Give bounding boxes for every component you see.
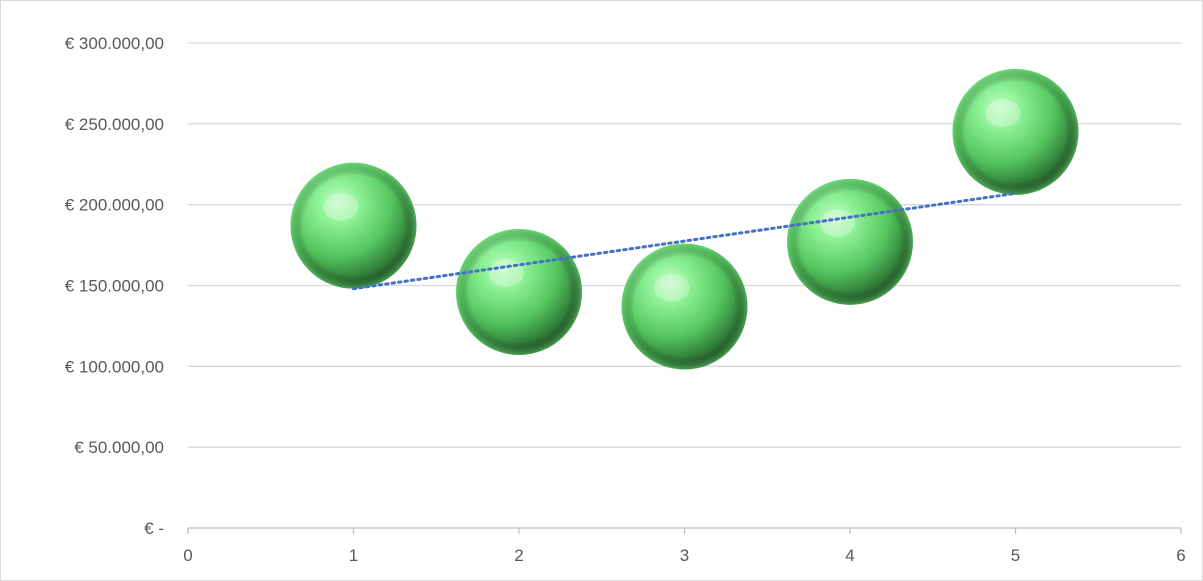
x-tick-label: 6 [1176,546,1185,565]
y-axis-labels: € - € 50.000,00 € 100.000,00 € 150.000,00 € … [65,34,164,538]
bubble-point [787,178,913,305]
bubble-rim [952,68,1079,195]
bubble-highlight [323,192,359,221]
x-tick-label: 4 [845,546,854,565]
bubble-rim [456,228,582,355]
y-tick-label: € 200.000,00 [65,196,164,215]
y-tick-label: € 300.000,00 [65,34,164,53]
bubble-rim [621,243,748,370]
bubble-point [621,243,748,370]
x-tick-label: 0 [183,546,192,565]
trendline-layer [352,191,1017,291]
x-axis [187,527,1182,534]
x-tick-label: 3 [680,546,689,565]
y-tick-label: € - [144,519,164,538]
x-tick-label: 1 [349,546,358,565]
bubble-point [290,162,417,289]
bubble-highlight [819,209,856,237]
bubble-rim [787,178,913,305]
x-tick-label: 5 [1011,546,1020,565]
y-tick-label: € 250.000,00 [65,115,164,134]
y-tick-label: € 150.000,00 [65,277,164,296]
bubbles [290,68,1079,370]
y-tick-label: € 100.000,00 [65,357,164,376]
bubble-highlight [985,99,1021,127]
bubble-point [952,68,1079,195]
trendline [352,191,1017,291]
x-tick-label: 2 [514,546,523,565]
bubble-highlight [654,273,690,302]
y-tick-label: € 50.000,00 [74,438,164,457]
bubble-point [456,228,582,355]
bubble-highlight [488,259,525,287]
x-axis-labels: 0 1 2 3 4 5 6 [183,546,1185,565]
bubble-rim [290,162,417,289]
